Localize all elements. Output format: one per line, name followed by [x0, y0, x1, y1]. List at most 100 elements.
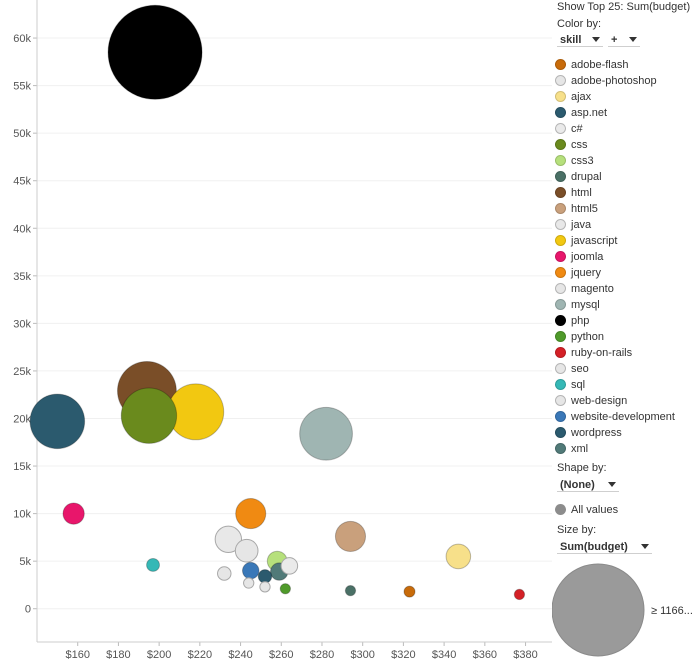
show-top-label: Show Top 25: Sum(budget) [557, 1, 691, 13]
legend-item-jquery[interactable]: jquery [555, 265, 601, 281]
y-tick-label: 30k [13, 318, 31, 330]
legend-swatch [555, 154, 566, 166]
size-by-label: Size by: [557, 524, 597, 536]
bubble-php[interactable] [107, 4, 203, 100]
bubble-asp.net[interactable] [257, 569, 273, 584]
legend-swatch [555, 90, 566, 102]
bubble-seo[interactable] [243, 577, 255, 589]
legend-item-javascript[interactable]: javascript [555, 233, 617, 249]
legend-item-python[interactable]: python [555, 329, 604, 345]
y-tick-label: 25k [13, 366, 31, 378]
color-by-value: skill [560, 34, 582, 46]
legend-item-ruby-on-rails[interactable]: ruby-on-rails [555, 345, 632, 361]
scatter-plot: 0 5k 10k 15k 20k 25k 30k 35k 40k 45k 50k 55k 60k $16… [13, 0, 552, 661]
legend-item-mysql[interactable]: mysql [555, 297, 600, 313]
y-tick-label: 5k [19, 556, 31, 568]
legend-swatch [555, 106, 566, 118]
legend-item-java[interactable]: java [555, 217, 591, 233]
bubble-mysql[interactable] [299, 406, 353, 461]
shape-legend-all-values[interactable]: All values [555, 502, 618, 518]
legend-label: html5 [571, 203, 598, 216]
legend-item-seo[interactable]: seo [555, 361, 589, 377]
x-tick-label: $320 [391, 649, 415, 661]
bubble-magento[interactable] [217, 566, 232, 581]
bubble-ruby-on-rails[interactable] [513, 588, 526, 601]
bubble-drupal[interactable] [344, 584, 357, 597]
y-tick-label: 45k [13, 176, 31, 188]
shape-by-dropdown[interactable]: (None) [557, 478, 619, 492]
legend-item-adobe-flash[interactable]: adobe-flash [555, 57, 629, 73]
bubble-adobe-photoshop[interactable] [234, 538, 259, 563]
bubble-wordpress[interactable] [29, 393, 86, 450]
legend-item-php[interactable]: php [555, 313, 589, 329]
legend-item-website-development[interactable]: website-development [555, 409, 675, 425]
size-by-dropdown[interactable]: Sum(budget) [557, 540, 652, 554]
legend-item-adobe-photoshop[interactable]: adobe-photoshop [555, 73, 657, 89]
legend-item-asp.net[interactable]: asp.net [555, 105, 607, 121]
legend-label: jquery [571, 267, 601, 280]
size-legend-label: ≥ 1166... [651, 605, 693, 617]
legend-item-html5[interactable]: html5 [555, 201, 598, 217]
bubble-sql[interactable] [146, 558, 160, 572]
legend-item-ajax[interactable]: ajax [555, 89, 591, 105]
legend-label: javascript [571, 235, 618, 248]
legend-item-joomla[interactable]: joomla [555, 249, 603, 265]
x-tick-label: $280 [310, 649, 334, 661]
bubble-adobe-flash[interactable] [403, 585, 416, 598]
x-tick-label: $380 [513, 649, 537, 661]
chevron-down-icon [641, 544, 649, 549]
y-tick-label: 10k [13, 509, 31, 521]
bubble-jquery[interactable] [235, 498, 267, 530]
legend-label: css [571, 139, 588, 152]
y-tick-label: 55k [13, 81, 31, 93]
legend-swatch [555, 170, 566, 182]
legend-swatch [555, 202, 566, 214]
legend-swatch [555, 298, 566, 310]
bubble-java[interactable] [214, 525, 243, 553]
bubble-web-design[interactable] [259, 581, 271, 593]
chevron-down-icon [629, 37, 637, 42]
color-by-add-dropdown[interactable]: + [608, 33, 640, 47]
legend-swatch [555, 122, 566, 134]
bubble-python[interactable] [279, 583, 291, 595]
legend-label: adobe-flash [571, 59, 629, 72]
bubbles-layer [29, 4, 526, 601]
legend-item-magento[interactable]: magento [555, 281, 614, 297]
bubble-html5[interactable] [334, 520, 367, 552]
color-by-dropdown[interactable]: skill [557, 33, 603, 47]
legend-swatch [555, 346, 566, 358]
legend-item-sql[interactable]: sql [555, 377, 585, 393]
legend-label: seo [571, 363, 589, 376]
legend-label: sql [571, 379, 586, 392]
legend-item-xml[interactable]: xml [555, 441, 588, 457]
legend-item-html[interactable]: html [555, 185, 592, 201]
shape-by-value: (None) [560, 479, 595, 491]
legend-label: python [571, 331, 605, 344]
legend-item-drupal[interactable]: drupal [555, 169, 602, 185]
y-tick-label: 15k [13, 461, 31, 473]
legend-item-wordpress[interactable]: wordpress [555, 425, 622, 441]
legend-label: ruby-on-rails [571, 347, 633, 360]
legend-label: php [571, 315, 590, 328]
legend-item-css[interactable]: css [555, 137, 588, 153]
bubble-css[interactable] [120, 387, 178, 444]
bubble-website-development[interactable] [241, 561, 260, 580]
legend-item-web-design[interactable]: web-design [555, 393, 627, 409]
legend-swatch [555, 250, 566, 262]
legend-label: ajax [571, 91, 592, 104]
chevron-down-icon [608, 482, 616, 487]
bubble-joomla[interactable] [62, 502, 85, 525]
color-by-plus: + [611, 34, 618, 46]
x-tick-label: $180 [106, 649, 130, 661]
bubble-ajax[interactable] [445, 543, 472, 570]
legend-swatch [555, 330, 566, 342]
legend-label: css3 [571, 155, 594, 168]
legend-item-css3[interactable]: css3 [555, 153, 594, 169]
legend-label: magento [571, 283, 614, 296]
bubble-c#[interactable] [280, 557, 299, 575]
x-tick-label: $260 [269, 649, 293, 661]
legend-label: xml [571, 443, 589, 456]
color-by-label: Color by: [557, 18, 602, 30]
legend-item-c#[interactable]: c# [555, 121, 583, 137]
legend-label: joomla [571, 251, 604, 264]
